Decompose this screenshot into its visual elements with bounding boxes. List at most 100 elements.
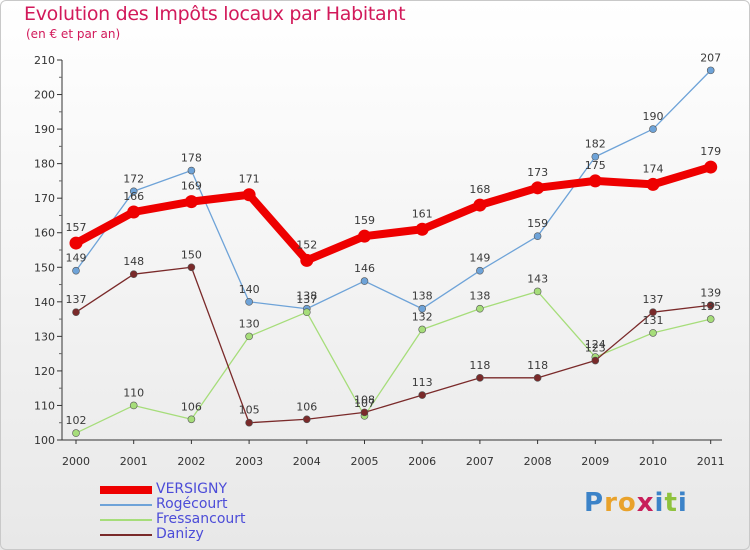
x-tick-label: 2006 — [408, 455, 436, 468]
data-label: 106 — [296, 400, 317, 413]
logo-letter: t — [664, 488, 678, 518]
series-line — [72, 163, 715, 265]
y-tick-label: 170 — [34, 192, 55, 205]
proxiti-logo: Proxiti — [584, 488, 688, 518]
y-tick-label: 140 — [34, 296, 55, 309]
y-tick-label: 150 — [34, 261, 55, 274]
data-point — [591, 152, 600, 161]
data-label: 102 — [66, 414, 87, 427]
data-label: 148 — [123, 255, 144, 268]
y-tick-label: 120 — [34, 365, 55, 378]
data-point — [533, 374, 542, 382]
data-label: 168 — [469, 183, 490, 196]
data-point — [418, 325, 427, 334]
data-point — [129, 187, 138, 196]
data-point — [533, 232, 542, 240]
x-tick-label: 2009 — [581, 455, 609, 468]
data-point — [245, 298, 253, 306]
data-point — [704, 160, 718, 174]
data-label: 118 — [527, 359, 548, 372]
x-tick-label: 2004 — [293, 455, 321, 468]
data-label: 124 — [585, 338, 606, 351]
data-label: 146 — [354, 262, 375, 275]
data-point — [649, 125, 657, 133]
data-label: 138 — [412, 290, 433, 303]
logo-letter: x — [636, 488, 655, 518]
data-label: 137 — [643, 293, 664, 306]
data-point — [302, 308, 311, 316]
x-tick-label: 2000 — [62, 455, 90, 468]
data-label: 172 — [123, 172, 144, 185]
data-point — [415, 222, 429, 236]
logo-letter: i — [654, 488, 665, 518]
data-point — [242, 188, 256, 202]
data-label: 178 — [181, 152, 202, 165]
data-label: 174 — [643, 162, 664, 175]
data-label: 173 — [527, 166, 548, 179]
data-label: 171 — [239, 173, 260, 186]
y-tick-label: 200 — [34, 89, 55, 102]
data-point — [245, 418, 253, 427]
data-point — [187, 166, 196, 175]
x-tick-label: 2005 — [351, 455, 379, 468]
data-point — [187, 263, 196, 272]
data-point — [245, 332, 253, 341]
logo-letter: r — [604, 488, 618, 518]
data-label: 143 — [527, 272, 548, 285]
data-label: 190 — [643, 110, 664, 123]
data-point — [129, 401, 138, 410]
data-point — [706, 301, 715, 310]
legend-label: Rogécourt — [156, 496, 228, 512]
y-tick-label: 130 — [34, 330, 55, 343]
data-point — [72, 266, 80, 275]
series-line — [75, 69, 712, 310]
data-point — [649, 308, 657, 316]
data-label: 137 — [66, 293, 87, 306]
legend-label: Danizy — [156, 526, 204, 542]
series-fressancourt — [72, 287, 715, 437]
data-label: 108 — [354, 393, 375, 406]
legend-swatch — [100, 486, 152, 494]
y-tick-label: 210 — [34, 54, 55, 67]
legend-label: VERSIGNY — [156, 481, 228, 497]
data-label: 118 — [469, 359, 490, 372]
data-label: 105 — [239, 404, 260, 417]
data-point — [476, 374, 484, 382]
data-label: 152 — [296, 238, 317, 251]
x-tick-label: 2011 — [697, 455, 725, 468]
data-label: 161 — [412, 207, 433, 220]
data-label: 131 — [643, 314, 664, 327]
data-point — [129, 270, 138, 278]
data-label: 149 — [66, 252, 87, 265]
y-tick-label: 100 — [34, 434, 55, 447]
data-point — [72, 429, 80, 437]
data-point — [187, 415, 196, 424]
data-point — [72, 308, 80, 316]
data-point — [531, 181, 545, 195]
series-line — [75, 266, 712, 424]
data-point — [591, 356, 600, 365]
series-rog-court — [72, 66, 715, 313]
x-tick-label: 2007 — [466, 455, 494, 468]
chart-lines — [69, 66, 718, 437]
y-tick-label: 110 — [34, 399, 55, 412]
data-label: 138 — [469, 290, 490, 303]
data-point — [476, 266, 484, 275]
data-label: 132 — [412, 310, 433, 323]
data-label: 149 — [469, 252, 490, 265]
data-label: 159 — [527, 217, 548, 230]
data-point — [476, 304, 484, 313]
data-point — [706, 66, 715, 75]
data-point — [533, 287, 542, 296]
data-point — [646, 177, 660, 191]
series-line — [75, 290, 712, 434]
data-label: 179 — [700, 145, 721, 158]
y-tick-label: 190 — [34, 123, 55, 136]
data-label: 110 — [123, 386, 144, 399]
logo-letter: P — [584, 488, 605, 518]
chart-title: Evolution des Impôts locaux par Habitant — [24, 3, 406, 25]
data-point — [418, 304, 427, 313]
data-label: 166 — [123, 190, 144, 203]
data-point — [302, 415, 311, 424]
